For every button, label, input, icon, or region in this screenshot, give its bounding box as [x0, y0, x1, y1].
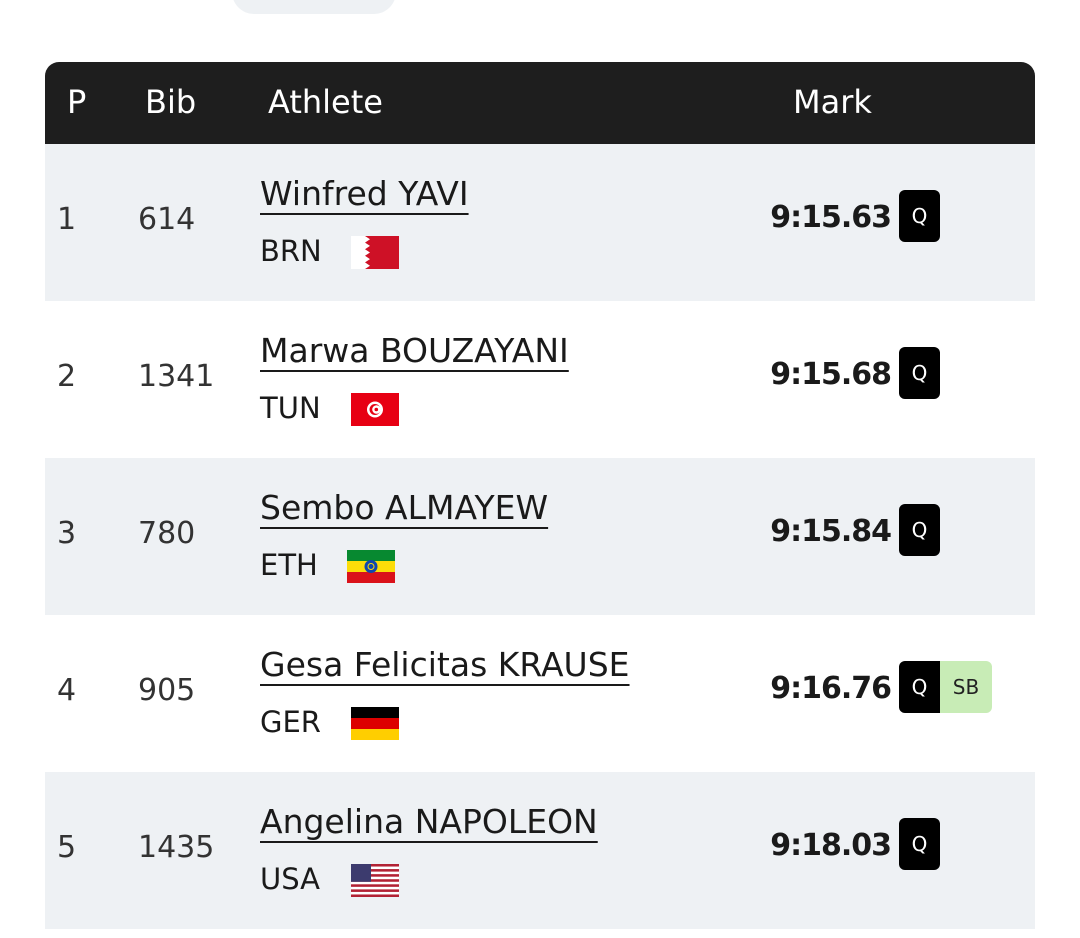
athlete-link[interactable]: Sembo ALMAYEW [260, 488, 549, 527]
place: 1 [57, 202, 77, 237]
result-row: 4 905 Gesa Felicitas KRAUSE GER 9:16.76 … [45, 615, 1035, 772]
badge: Q [899, 504, 940, 556]
athlete-link[interactable]: Angelina NAPOLEON [260, 802, 598, 841]
bib: 780 [138, 516, 196, 551]
header-cell: P [67, 83, 87, 121]
country: BRN [260, 234, 322, 268]
country: GER [260, 705, 321, 739]
result-row: 3 780 Sembo ALMAYEW ETH 9:15.84 Q [45, 458, 1035, 615]
place: 3 [57, 516, 77, 551]
tab-pill[interactable] [232, 0, 396, 14]
flag [351, 236, 399, 269]
flag [351, 864, 399, 897]
flag [351, 707, 399, 740]
country: TUN [260, 391, 321, 425]
mark: 9:18.03 [770, 828, 892, 863]
athlete-link[interactable]: Gesa Felicitas KRAUSE [260, 645, 630, 684]
results-table: P Bib Athlete Mark 1 614 Winfred YAVI BR… [45, 62, 1035, 929]
badge: SB [940, 661, 992, 713]
badge: Q [899, 347, 940, 399]
place: 5 [57, 830, 77, 865]
country: USA [260, 862, 321, 896]
bib: 905 [138, 673, 196, 708]
flag [351, 393, 399, 426]
header-cell: Athlete [268, 83, 383, 121]
result-row: 5 1435 Angelina NAPOLEON USA 9:18.03 Q [45, 772, 1035, 929]
mark: 9:15.68 [770, 357, 892, 392]
bib: 1435 [138, 830, 215, 865]
header-cell: Bib [145, 83, 197, 121]
athlete-link[interactable]: Marwa BOUZAYANI [260, 331, 569, 370]
mark: 9:15.84 [770, 514, 892, 549]
badge: Q [899, 661, 940, 713]
mark: 9:15.63 [770, 200, 892, 235]
badge: Q [899, 818, 940, 870]
bib: 1341 [138, 359, 215, 394]
table-header: P Bib Athlete Mark [45, 62, 1035, 144]
result-row: 2 1341 Marwa BOUZAYANI TUN 9:15.68 Q [45, 301, 1035, 458]
badge: Q [899, 190, 940, 242]
athlete-link[interactable]: Winfred YAVI [260, 174, 469, 213]
country: ETH [260, 548, 318, 582]
flag [347, 550, 395, 583]
bib: 614 [138, 202, 196, 237]
result-row: 1 614 Winfred YAVI BRN 9:15.63 Q [45, 144, 1035, 301]
place: 4 [57, 673, 77, 708]
place: 2 [57, 359, 77, 394]
header-cell: Mark [793, 83, 872, 121]
mark: 9:16.76 [770, 671, 892, 706]
